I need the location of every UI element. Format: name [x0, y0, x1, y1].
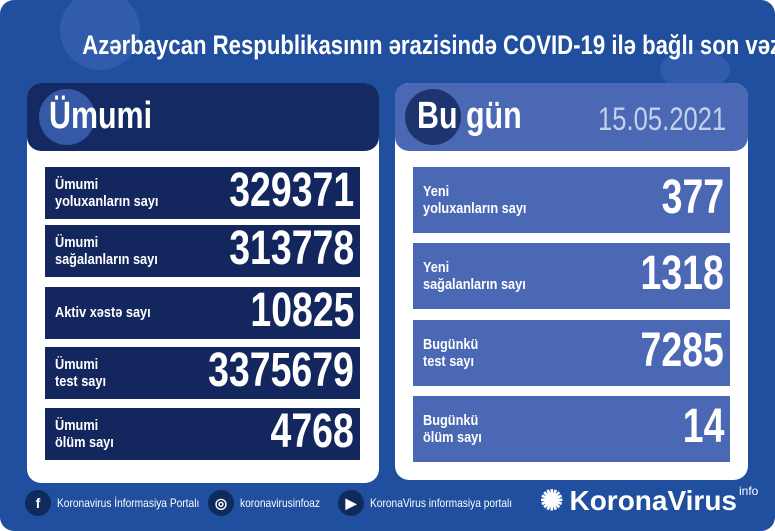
stat-label: Ümumi sağalanların sayı — [55, 234, 158, 268]
stat-row: Bugünkü ölüm sayı 14 — [413, 396, 730, 462]
today-header: Bu gün 15.05.2021 — [395, 83, 748, 151]
virus-icon — [39, 89, 95, 145]
stat-label: Ümumi ölüm sayı — [55, 417, 114, 451]
total-card: Ümumi Ümumi yoluxanların sayı 329371 Ümumi s… — [27, 83, 379, 483]
facebook-icon: f — [25, 490, 51, 516]
stat-value: 1318 — [640, 247, 724, 300]
today-heading: Bu gün — [417, 95, 522, 137]
instagram-icon: ◎ — [208, 490, 234, 516]
stat-label: Aktiv xəstə sayı — [55, 304, 151, 321]
stat-label: Ümumi yoluxanların sayı — [55, 176, 159, 210]
stat-row: Yeni yoluxanların sayı 377 — [413, 167, 730, 233]
stat-label: Yeni yoluxanların sayı — [423, 183, 527, 217]
stat-row: Ümumi ölüm sayı 4768 — [45, 405, 360, 460]
virus-icon — [405, 89, 461, 145]
stat-row: Ümumi test sayı 3375679 — [45, 344, 360, 399]
youtube-link[interactable]: ▶ KoronaVirus informasiya portalı — [338, 490, 537, 516]
logo: ✺ KoronaVirus info — [540, 484, 759, 516]
stat-label: Bugünkü test sayı — [423, 336, 479, 370]
virus-decoration — [60, 0, 140, 70]
stat-value: 377 — [661, 171, 724, 224]
stat-value: 14 — [682, 400, 724, 453]
stat-label: Yeni sağalanların sayı — [423, 259, 526, 293]
total-heading: Ümumi — [49, 95, 153, 137]
date: 15.05.2021 — [597, 101, 726, 137]
stat-label: Bugünkü ölüm sayı — [423, 412, 482, 446]
today-card: Bu gün 15.05.2021 Yeni yoluxanların sayı 3… — [395, 83, 748, 480]
stat-value: 7285 — [640, 324, 724, 377]
instagram-link[interactable]: ◎ koronavirusinfoaz — [208, 490, 334, 516]
stat-value: 3375679 — [208, 344, 354, 397]
stat-row: Yeni sağalanların sayı 1318 — [413, 243, 730, 309]
stat-value: 10825 — [249, 284, 354, 337]
stat-row: Aktiv xəstə sayı 10825 — [45, 284, 360, 339]
stat-label: Ümumi test sayı — [55, 356, 107, 390]
stat-row: Ümumi yoluxanların sayı 329371 — [45, 164, 360, 219]
stat-row: Ümumi sağalanların sayı 313778 — [45, 222, 360, 277]
page-title: Azərbaycan Respublikasının ərazisində CO… — [82, 30, 775, 60]
total-header: Ümumi — [27, 83, 379, 151]
stat-value: 4768 — [270, 405, 354, 458]
youtube-icon: ▶ — [338, 490, 364, 516]
facebook-link[interactable]: f Koronavirus İnformasiya Portalı — [25, 490, 224, 516]
stat-value: 329371 — [229, 164, 354, 217]
sun-virus-icon: ✺ — [540, 485, 564, 516]
stat-value: 313778 — [229, 222, 354, 275]
stat-row: Bugünkü test sayı 7285 — [413, 320, 730, 386]
